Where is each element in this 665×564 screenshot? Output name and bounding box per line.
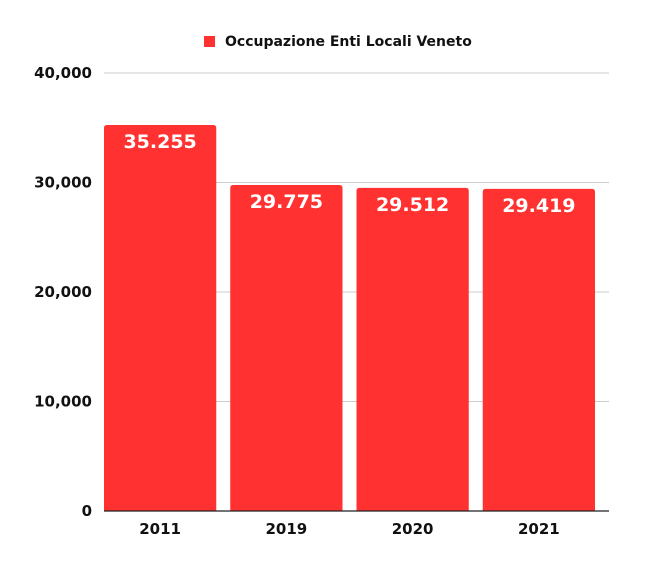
legend-label: Occupazione Enti Locali Veneto <box>225 34 472 50</box>
legend: Occupazione Enti Locali Veneto <box>204 34 472 50</box>
data-label-2011: 35.255 <box>123 131 196 153</box>
y-tick-label: 40,000 <box>34 64 92 82</box>
y-tick-label: 30,000 <box>34 174 92 192</box>
data-label-2019: 29.775 <box>250 191 323 213</box>
bar-2020 <box>356 187 469 511</box>
y-tick-label: 20,000 <box>34 283 92 301</box>
x-tick-label-2021: 2021 <box>518 520 560 538</box>
x-tick-label-2020: 2020 <box>392 520 434 538</box>
data-label-2021: 29.419 <box>502 195 575 217</box>
bar-2019 <box>230 184 343 511</box>
bars: 35.255 29.775 29.512 29.419 <box>104 124 595 512</box>
bar-2011 <box>104 124 217 511</box>
data-label-2020: 29.512 <box>376 194 449 216</box>
y-tick-label: 10,000 <box>34 393 92 411</box>
x-tick-label-2019: 2019 <box>266 520 308 538</box>
legend-swatch <box>204 36 215 47</box>
bar-2021 <box>482 188 595 512</box>
y-tick-label: 0 <box>82 502 92 520</box>
y-axis-tick-labels: 0 10,000 20,000 30,000 40,000 <box>34 64 92 520</box>
x-axis-category-labels: 2011 2019 2020 2021 <box>139 520 560 538</box>
x-tick-label-2011: 2011 <box>139 520 181 538</box>
